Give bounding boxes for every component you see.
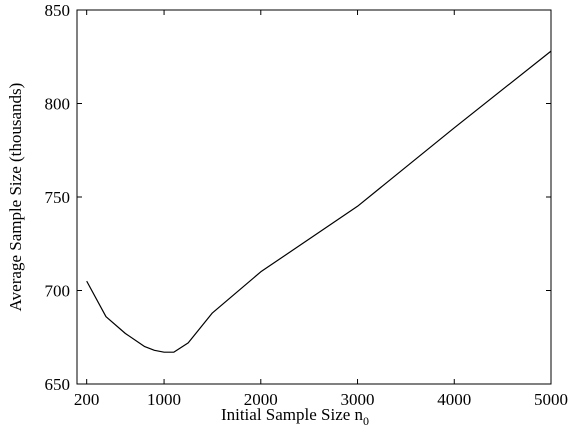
x-tick-label: 5000 [534, 390, 568, 409]
x-tick-label: 4000 [437, 390, 471, 409]
plot-frame [76, 9, 552, 385]
y-tick-label: 650 [45, 375, 71, 394]
y-axis-label: Average Sample Size (thousands) [6, 83, 25, 312]
series-line-0 [86, 50, 552, 353]
tick-marks [77, 9, 552, 385]
x-tick-label: 2000 [244, 390, 278, 409]
y-tick-label: 800 [45, 95, 71, 114]
x-axis-label-subscript: 0 [363, 414, 369, 428]
x-tick-label: 1000 [147, 390, 181, 409]
y-tick-label: 700 [45, 282, 71, 301]
x-tick-labels: 200 1000 2000 3000 4000 5000 [74, 390, 568, 409]
y-tick-label: 750 [45, 188, 71, 207]
x-tick-label: 200 [74, 390, 100, 409]
y-tick-labels: 650 700 750 800 850 [45, 1, 71, 394]
x-axis-label-main: Initial Sample Size n [221, 405, 364, 424]
x-tick-label: 3000 [341, 390, 375, 409]
x-axis-label: Initial Sample Size n0 [221, 405, 369, 428]
series-layer [86, 50, 552, 353]
y-tick-label: 850 [45, 1, 71, 20]
